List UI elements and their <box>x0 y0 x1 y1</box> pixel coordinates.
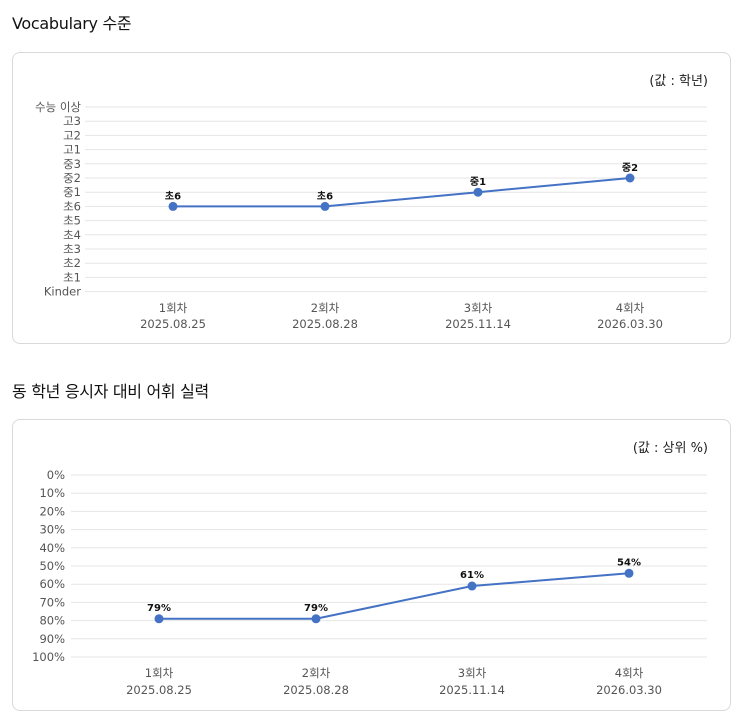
y-tick-label: 100% <box>32 650 65 664</box>
series-line <box>173 177 631 208</box>
data-point <box>624 568 634 578</box>
data-point <box>467 581 477 591</box>
data-label: 중2 <box>622 162 638 174</box>
y-tick-label: 60% <box>39 577 65 591</box>
peer-comparison-card: (값 : 상위 %) 0% 10% 20% 30% 40% 50% 60% 70% 80% 90%… <box>12 419 731 711</box>
data-point <box>320 201 330 211</box>
y-tick-label: 수능 이상 <box>35 100 81 114</box>
vocabulary-level-card: (값 : 학년) 수능 이상 고3 고2 고1 중3 중2 중1 초6 초5 초4 초3 초2 초1 Ki… <box>12 52 731 344</box>
x-tick-date: 2026.03.30 <box>596 683 662 697</box>
y-tick-label: 40% <box>39 541 65 555</box>
y-tick-label: 초4 <box>63 228 81 242</box>
y-tick-label: 초2 <box>63 256 81 270</box>
y-tick-label: 중2 <box>63 171 81 185</box>
data-label: 61% <box>460 570 484 581</box>
peer-comparison-chart: 0% 10% 20% 30% 40% 50% 60% 70% 80% 90% 100% 1회차 2025… <box>32 468 707 697</box>
y-tick-label: 80% <box>39 614 65 628</box>
x-tick-round: 2회차 <box>302 666 331 680</box>
y-tick-label: Kinder <box>44 285 81 299</box>
x-tick-round: 3회차 <box>464 301 493 315</box>
peer-comparison-unit: (값 : 상위 %) <box>632 441 708 456</box>
y-tick-label: 30% <box>39 523 65 537</box>
data-label: 초6 <box>165 189 181 202</box>
data-point <box>473 187 483 197</box>
y-tick-label: 중3 <box>63 157 81 171</box>
y-tick-label: 고2 <box>63 128 81 142</box>
y-tick-label: 50% <box>39 559 65 573</box>
y-tick-label: 고1 <box>63 143 81 157</box>
peer-comparison-title: 동 학년 응시자 대비 어휘 실력 <box>12 382 209 401</box>
series-line <box>159 572 630 620</box>
y-tick-label: 90% <box>39 632 65 646</box>
x-tick-date: 2025.08.28 <box>292 317 358 331</box>
y-tick-label: 초5 <box>63 214 81 228</box>
x-tick-round: 4회차 <box>616 301 645 315</box>
data-label: 79% <box>304 603 328 614</box>
x-tick-date: 2026.03.30 <box>597 317 663 331</box>
x-tick-round: 1회차 <box>159 301 188 315</box>
x-tick-round: 2회차 <box>311 301 340 315</box>
data-label: 79% <box>147 603 171 614</box>
x-tick-date: 2025.08.25 <box>126 683 192 697</box>
y-tick-label: 20% <box>39 504 65 518</box>
y-tick-label: 10% <box>39 486 65 500</box>
y-tick-label: 초3 <box>63 242 81 256</box>
data-point <box>311 614 321 624</box>
data-label: 54% <box>617 557 641 568</box>
y-tick-label: 초6 <box>63 199 81 213</box>
vocabulary-level-title: Vocabulary 수준 <box>12 14 132 33</box>
x-tick-date: 2025.11.14 <box>439 683 505 697</box>
x-tick-date: 2025.11.14 <box>445 317 511 331</box>
y-tick-label: 초1 <box>63 270 81 284</box>
data-label: 중1 <box>470 176 486 188</box>
y-tick-label: 고3 <box>63 114 81 128</box>
data-point <box>625 173 635 183</box>
y-tick-label: 0% <box>47 468 65 482</box>
x-tick-date: 2025.08.28 <box>283 683 349 697</box>
vocabulary-level-chart: 수능 이상고3고2고1중3중2중1초6초5초4초3초2초1Kinder1회차20… <box>35 100 707 331</box>
vocabulary-level-unit: (값 : 학년) <box>649 74 708 89</box>
x-tick-round: 4회차 <box>615 666 644 680</box>
data-point <box>154 614 164 624</box>
y-tick-label: 70% <box>39 595 65 609</box>
data-label: 초6 <box>317 189 333 202</box>
x-tick-date: 2025.08.25 <box>140 317 206 331</box>
x-tick-round: 1회차 <box>145 666 174 680</box>
y-tick-label: 중1 <box>63 185 81 199</box>
x-tick-round: 3회차 <box>458 666 487 680</box>
data-point <box>168 201 178 211</box>
